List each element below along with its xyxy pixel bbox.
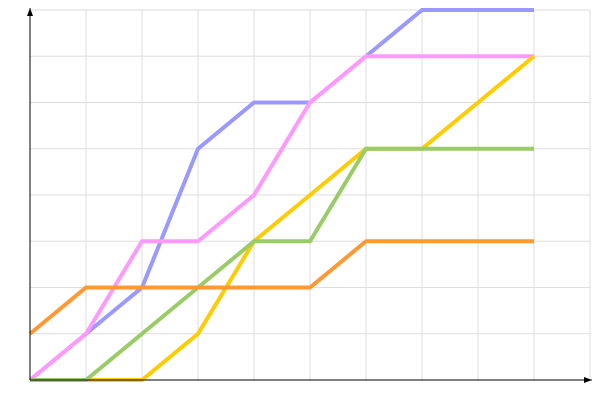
x-axis-arrow: [584, 377, 592, 383]
series-line-4: [30, 146, 534, 382]
axes: [27, 8, 592, 383]
y-axis-arrow: [27, 8, 33, 16]
series-line-1: [28, 8, 534, 382]
series-line-3: [30, 54, 536, 382]
series-line-5: [28, 239, 534, 336]
